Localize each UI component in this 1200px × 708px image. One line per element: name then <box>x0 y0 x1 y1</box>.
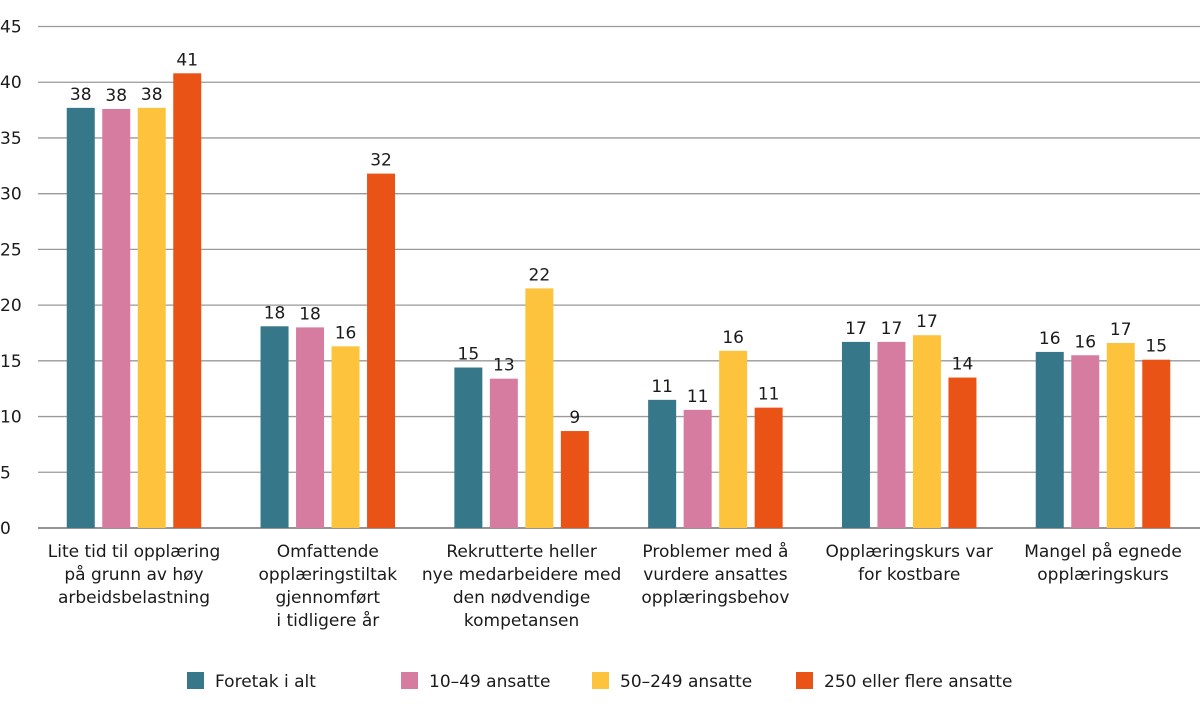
y-tick-label: 35 <box>0 129 22 149</box>
legend-label: 250 eller flere ansatte <box>824 672 1013 692</box>
data-label: 16 <box>335 323 357 343</box>
bar <box>754 407 783 528</box>
bar <box>102 108 131 529</box>
data-label: 38 <box>141 85 163 105</box>
y-tick-label: 40 <box>0 73 22 93</box>
y-tick-label: 5 <box>0 463 11 483</box>
data-label: 17 <box>916 312 938 332</box>
data-label: 16 <box>1074 332 1096 352</box>
x-tick-label: på grunn av høy <box>64 564 203 585</box>
data-label: 15 <box>1145 337 1167 357</box>
x-tick-label: opplæringstiltak <box>259 565 398 585</box>
x-tick-label: Omfattende <box>277 542 379 562</box>
legend-label: 50–249 ansatte <box>620 672 752 692</box>
bar <box>331 346 360 528</box>
bar <box>719 350 748 528</box>
x-tick-label: i tidligere år <box>276 610 379 631</box>
x-tick-label: Opplæringskurs var <box>826 542 993 562</box>
legend-swatch <box>401 672 418 689</box>
legend-swatch <box>796 672 813 689</box>
y-tick-label: 25 <box>0 240 22 260</box>
bar <box>1106 343 1135 528</box>
y-tick-label: 30 <box>0 185 22 205</box>
y-axis-ticks: 0 5 10 15 20 25 30 35 40 45 <box>0 18 22 540</box>
bar <box>1071 355 1100 528</box>
y-tick-label: 10 <box>0 408 22 428</box>
data-label: 22 <box>529 265 551 285</box>
bar <box>66 107 95 529</box>
data-label: 9 <box>569 408 580 428</box>
x-tick-label: Lite tid til opplæring <box>48 542 221 562</box>
x-tick-label: for kostbare <box>858 565 960 585</box>
data-label: 11 <box>687 387 709 407</box>
x-tick-label: den nødvendige <box>453 588 590 608</box>
data-label: 41 <box>176 50 198 70</box>
data-label: 11 <box>651 377 673 397</box>
x-tick-label: kompetansen <box>464 611 579 631</box>
bar <box>137 107 166 529</box>
x-tick-label: gjennomført <box>276 588 381 608</box>
data-label: 17 <box>845 319 867 339</box>
x-tick-label: vurdere ansattes <box>643 565 788 585</box>
bar <box>948 377 977 528</box>
data-label: 17 <box>1110 320 1132 340</box>
bar <box>296 327 325 528</box>
data-label: 13 <box>493 356 515 376</box>
y-tick-label: 0 <box>0 519 11 539</box>
gridlines <box>38 25 1200 529</box>
data-label: 18 <box>264 303 286 323</box>
legend-label: 10–49 ansatte <box>429 672 550 692</box>
data-label: 38 <box>105 86 127 106</box>
bar <box>560 431 589 528</box>
bars: 38 38 38 41 18 18 16 32 15 13 22 9 11 11 16 11 17 17 17 14 1… <box>66 50 1171 529</box>
x-tick-label: arbeidsbelastning <box>58 588 210 608</box>
bar <box>877 341 906 528</box>
bar <box>367 173 396 528</box>
data-label: 18 <box>299 304 321 324</box>
bar <box>1142 359 1171 528</box>
bar <box>648 399 677 528</box>
bar <box>489 378 518 528</box>
bar <box>912 335 941 528</box>
bar <box>1035 351 1064 528</box>
data-label: 14 <box>952 355 974 375</box>
data-label: 38 <box>70 85 92 105</box>
bar <box>525 288 554 528</box>
x-tick-label: Rekrutterte heller <box>446 542 597 562</box>
legend-swatch <box>592 672 609 689</box>
x-tick-label: opplæringskurs <box>1037 565 1169 585</box>
x-tick-label: Problemer med å <box>642 541 788 562</box>
data-label: 15 <box>458 345 480 365</box>
bar <box>683 409 712 528</box>
bar <box>454 367 483 528</box>
y-tick-label: 45 <box>0 18 22 38</box>
y-tick-label: 15 <box>0 352 22 372</box>
y-tick-label: 20 <box>0 296 22 316</box>
data-label: 16 <box>1039 329 1061 349</box>
legend: Foretak i alt 10–49 ansatte 50–249 ansatte… <box>187 672 1013 692</box>
legend-label: Foretak i alt <box>215 672 316 692</box>
x-tick-label: opplæringsbehov <box>641 588 789 608</box>
data-label: 32 <box>370 151 392 171</box>
data-label: 11 <box>758 385 780 405</box>
data-label: 17 <box>881 319 903 339</box>
legend-swatch <box>187 672 204 689</box>
bar <box>260 326 289 528</box>
bar <box>841 341 870 528</box>
x-tick-label: nye medarbeidere med <box>422 565 621 585</box>
x-tick-label: Mangel på egnede <box>1024 541 1182 562</box>
data-label: 16 <box>722 328 744 348</box>
bar <box>173 73 202 528</box>
